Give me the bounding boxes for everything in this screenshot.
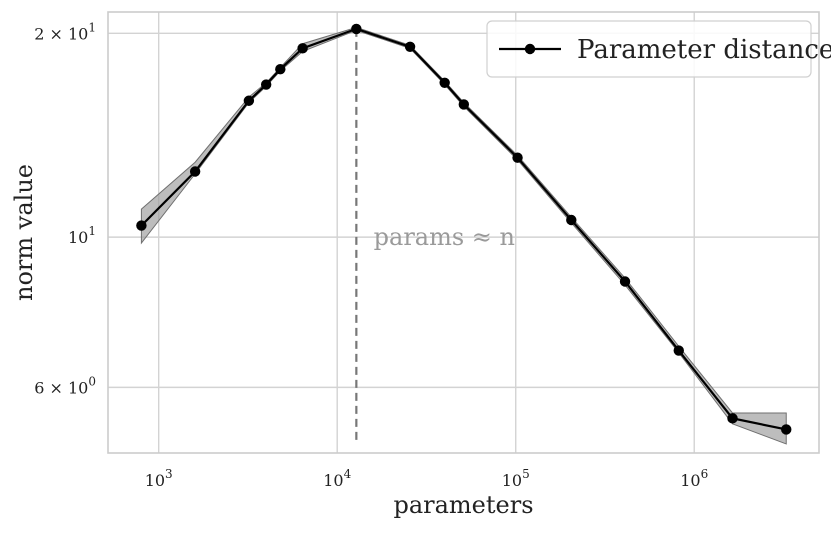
- data-point: [351, 23, 362, 35]
- y-tick-label: 101: [68, 224, 96, 247]
- data-point: [566, 214, 577, 226]
- y-tick-label: 2 × 101: [34, 20, 96, 43]
- legend: Parameter distance: [486, 20, 831, 78]
- data-point: [439, 77, 450, 89]
- annotation-layer: params ≈ n: [355, 28, 515, 441]
- grid-layer: [108, 12, 819, 453]
- tick-label-layer: 103 104 105 106 2 × 101 101 6 × 100: [34, 20, 708, 490]
- data-point: [275, 64, 286, 75]
- data-point: [243, 95, 255, 106]
- x-axis-label: parameters: [393, 491, 533, 519]
- legend-box: [486, 20, 812, 78]
- x-tick-label: 103: [145, 467, 173, 490]
- threshold-annotation-label: params ≈ n: [374, 223, 515, 251]
- x-tick-label: 105: [502, 467, 530, 490]
- data-point: [136, 220, 147, 231]
- data-point: [189, 166, 201, 177]
- confidence-band: [140, 26, 787, 445]
- x-tick-label: 104: [323, 467, 351, 490]
- y-tick-label: 6 × 100: [34, 374, 96, 397]
- data-point: [404, 41, 416, 53]
- data-point: [673, 345, 684, 356]
- x-tick-label: 106: [680, 467, 708, 490]
- series-line: [140, 27, 787, 431]
- series-layer: [136, 23, 792, 435]
- y-axis-label: norm value: [10, 164, 38, 301]
- legend-label: Parameter distance: [577, 35, 831, 65]
- data-point: [619, 276, 631, 287]
- plot-frame: [107, 11, 820, 454]
- data-point: [458, 99, 470, 110]
- data-point: [512, 152, 523, 163]
- data-point: [260, 79, 272, 90]
- confidence-band-layer: [140, 26, 787, 445]
- data-point: [297, 43, 308, 54]
- data-point: [781, 424, 792, 435]
- legend-marker-swatch: [524, 43, 536, 55]
- data-point: [727, 413, 738, 424]
